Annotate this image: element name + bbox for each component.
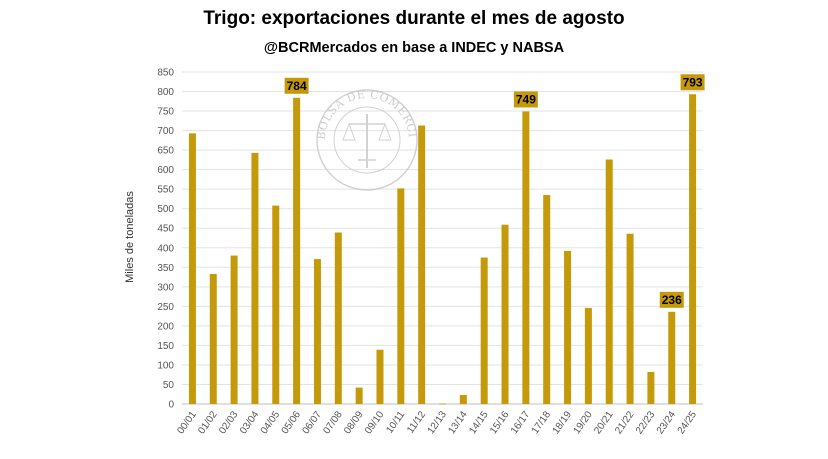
- data-label-box: [513, 91, 538, 108]
- data-label: 749: [513, 91, 538, 108]
- x-tick-label: 07/08: [321, 409, 345, 436]
- x-tick-label: 03/04: [238, 409, 262, 436]
- data-label-box: [659, 291, 684, 308]
- bar: [605, 159, 613, 404]
- y-axis-label: Miles de toneladas: [124, 191, 136, 283]
- x-tick-label: 19/20: [571, 409, 595, 436]
- bar: [355, 387, 363, 404]
- chart-title: Trigo: exportaciones durante el mes de a…: [203, 8, 625, 29]
- x-tick-label: 16/17: [509, 409, 533, 436]
- x-tick-label: 06/07: [301, 409, 325, 436]
- bar: [522, 111, 530, 405]
- x-tick-label: 21/22: [613, 409, 637, 436]
- bar: [272, 205, 280, 404]
- bar: [188, 133, 196, 404]
- data-label-text: 236: [662, 293, 682, 307]
- bar: [584, 307, 592, 404]
- bar: [418, 125, 426, 404]
- watermark-seal: BOLSA DE COMERCIO DE ROSARIO: [0, 0, 419, 191]
- x-tick-label: 15/16: [488, 409, 512, 436]
- bar: [647, 371, 655, 404]
- bar: [564, 250, 572, 404]
- x-tick-label: 22/23: [634, 409, 658, 436]
- bar: [480, 257, 488, 404]
- x-tick-label: 02/03: [217, 409, 241, 436]
- bar: [626, 233, 634, 404]
- bar: [209, 273, 217, 404]
- y-tick-label: 350: [157, 263, 174, 274]
- x-tick-label: 13/14: [446, 409, 470, 436]
- y-tick-label: 250: [157, 302, 174, 313]
- data-label: 793: [680, 74, 705, 91]
- x-tick-label: 23/24: [655, 409, 679, 436]
- bar: [501, 224, 509, 404]
- y-tick-label: 100: [157, 360, 174, 371]
- bar: [334, 232, 342, 404]
- svg-text:BOLSA DE COMERCIO DE ROSARIO: BOLSA DE COMERCIO DE ROSARIO: [0, 0, 419, 140]
- bar: [439, 403, 446, 405]
- bar: [689, 94, 697, 405]
- y-axis-ticks: 0 50 100 150 200 250 300 350 400 450 500 550 600 650 7…: [157, 68, 174, 411]
- y-tick-label: 650: [157, 146, 174, 157]
- y-tick-label: 600: [157, 165, 174, 176]
- y-tick-label: 200: [157, 321, 174, 332]
- x-tick-label: 00/01: [176, 409, 200, 436]
- y-tick-label: 450: [157, 224, 174, 235]
- x-tick-label: 01/02: [196, 409, 220, 436]
- y-tick-label: 0: [168, 400, 174, 411]
- x-tick-label: 08/09: [342, 409, 366, 436]
- x-tick-label: 24/25: [676, 409, 700, 436]
- data-label-text: 749: [516, 92, 536, 106]
- x-tick-label: 12/13: [426, 409, 450, 436]
- x-tick-label: 17/18: [530, 409, 554, 436]
- y-tick-label: 150: [157, 341, 174, 352]
- x-tick-label: 04/05: [259, 409, 283, 436]
- data-label: 784: [284, 77, 309, 94]
- data-label-text: 784: [287, 79, 307, 93]
- y-tick-label: 700: [157, 126, 174, 137]
- x-tick-label: 05/06: [280, 409, 304, 436]
- watermark-text: BOLSA DE COMERCIO DE ROSARIO: [0, 0, 418, 140]
- y-tick-label: 800: [157, 87, 174, 98]
- gridlines: [182, 71, 703, 405]
- x-tick-label: 20/21: [592, 409, 616, 436]
- y-tick-label: 850: [157, 68, 174, 79]
- bar: [251, 152, 259, 404]
- data-labels: 784 749 236 793: [284, 74, 705, 308]
- x-tick-label: 10/11: [384, 409, 407, 436]
- x-tick-label: 09/10: [363, 409, 387, 436]
- x-tick-label: 11/12: [405, 409, 428, 436]
- chart-subtitle: @BCRMercados en base a INDEC y NABSA: [263, 40, 565, 56]
- y-tick-label: 300: [157, 282, 174, 293]
- x-axis-ticks: 00/0101/0202/0303/0404/0505/0606/0707/08…: [176, 409, 700, 436]
- bar: [376, 349, 384, 404]
- bar: [459, 395, 467, 404]
- data-label: 236: [659, 291, 684, 308]
- bar: [543, 195, 551, 404]
- y-tick-label: 500: [157, 204, 174, 215]
- bar: [230, 255, 238, 404]
- bars: [188, 94, 697, 405]
- bar: [668, 311, 676, 404]
- y-tick-label: 400: [157, 243, 174, 254]
- x-tick-label: 18/19: [551, 409, 575, 436]
- y-tick-label: 750: [157, 107, 174, 118]
- x-tick-label: 14/15: [467, 409, 491, 436]
- data-label-box: [680, 74, 705, 91]
- y-tick-label: 50: [163, 380, 175, 391]
- data-label-text: 793: [683, 75, 703, 89]
- bar: [397, 188, 405, 404]
- bar: [293, 97, 301, 405]
- bar: [313, 259, 321, 404]
- data-label-box: [284, 77, 309, 94]
- y-tick-label: 550: [157, 185, 174, 196]
